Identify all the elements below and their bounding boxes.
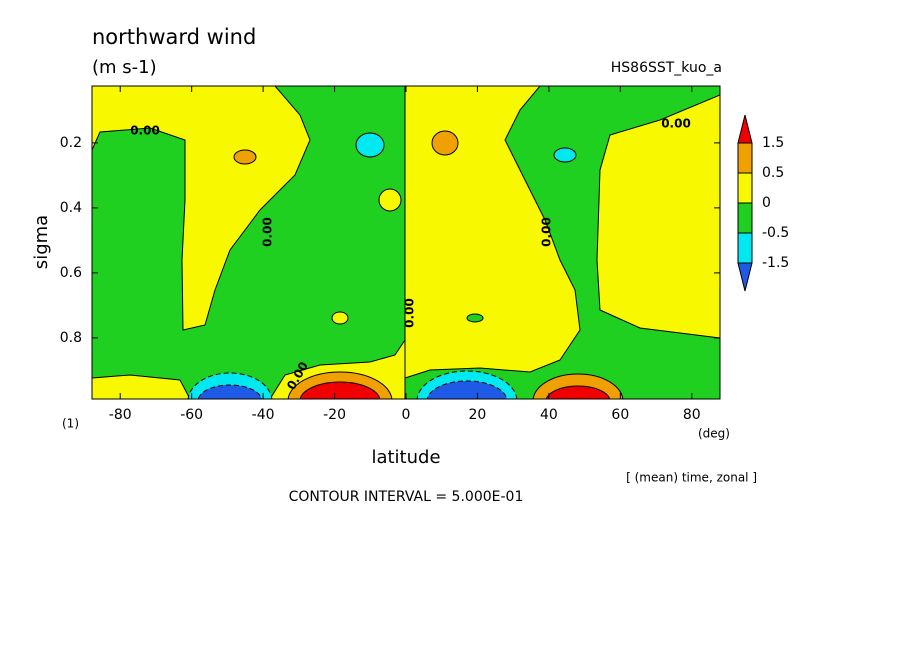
legend-swatch <box>737 142 753 174</box>
x-tick-label: -80 <box>109 407 132 423</box>
x-unit: (deg) <box>698 427 730 441</box>
contour-region <box>197 384 263 399</box>
contour-region <box>299 381 381 399</box>
legend-label: -0.5 <box>762 225 789 241</box>
contour-label: 0.00 <box>261 217 275 247</box>
contour-region <box>92 374 191 399</box>
x-tick-label: -60 <box>180 407 203 423</box>
contour-region <box>545 385 611 399</box>
x-tick-label: 0 <box>402 407 411 423</box>
y-axis-label: sigma <box>31 215 52 269</box>
x-tick-label: 20 <box>469 407 487 423</box>
units: (m s-1) <box>92 57 157 78</box>
contour-label: 0.00 <box>661 117 691 131</box>
legend-label: -1.5 <box>762 255 789 271</box>
x-tick-label: 80 <box>683 407 701 423</box>
legend-swatch <box>737 202 753 234</box>
contour-region <box>331 311 349 325</box>
legend-swatch <box>737 232 753 264</box>
x-tick-label: -20 <box>323 407 346 423</box>
y-tick-label: 0.2 <box>60 135 82 151</box>
run-name: HS86SST_kuo_a <box>611 60 722 76</box>
y-tick-label: 0.4 <box>60 200 82 216</box>
contour-label: 0.00 <box>540 217 554 247</box>
contour-label: 0.00 <box>130 124 160 138</box>
legend-swatch <box>737 172 753 204</box>
contour-region <box>466 313 484 323</box>
x-tick-label: 40 <box>540 407 558 423</box>
contour-region <box>404 86 720 399</box>
contour-region <box>553 147 577 163</box>
contour-region <box>378 188 402 212</box>
x-axis-label: latitude <box>371 447 440 468</box>
contour-interval: CONTOUR INTERVAL = 5.000E-01 <box>289 489 524 505</box>
averaging: [ (mean) time, zonal ] <box>626 471 757 485</box>
legend-label: 0.5 <box>762 165 784 181</box>
legend-label: 1.5 <box>762 135 784 151</box>
y-tick-label: 0.6 <box>60 265 82 281</box>
legend-swatch <box>737 262 753 292</box>
contour-region <box>355 132 385 158</box>
legend-swatch <box>737 114 753 144</box>
contour-field <box>92 86 720 399</box>
contour-region <box>233 149 257 165</box>
contour-region <box>416 370 518 399</box>
contour-region <box>92 86 406 399</box>
level-note: (1) <box>62 417 79 431</box>
contour-label: 0.00 <box>403 298 417 328</box>
x-tick-label: 60 <box>611 407 629 423</box>
legend-label: 0 <box>762 195 771 211</box>
contour-region <box>431 130 459 156</box>
contour-region <box>426 380 508 399</box>
x-tick-label: -40 <box>252 407 275 423</box>
chart-title: northward wind <box>92 25 256 49</box>
y-tick-label: 0.8 <box>60 330 82 346</box>
